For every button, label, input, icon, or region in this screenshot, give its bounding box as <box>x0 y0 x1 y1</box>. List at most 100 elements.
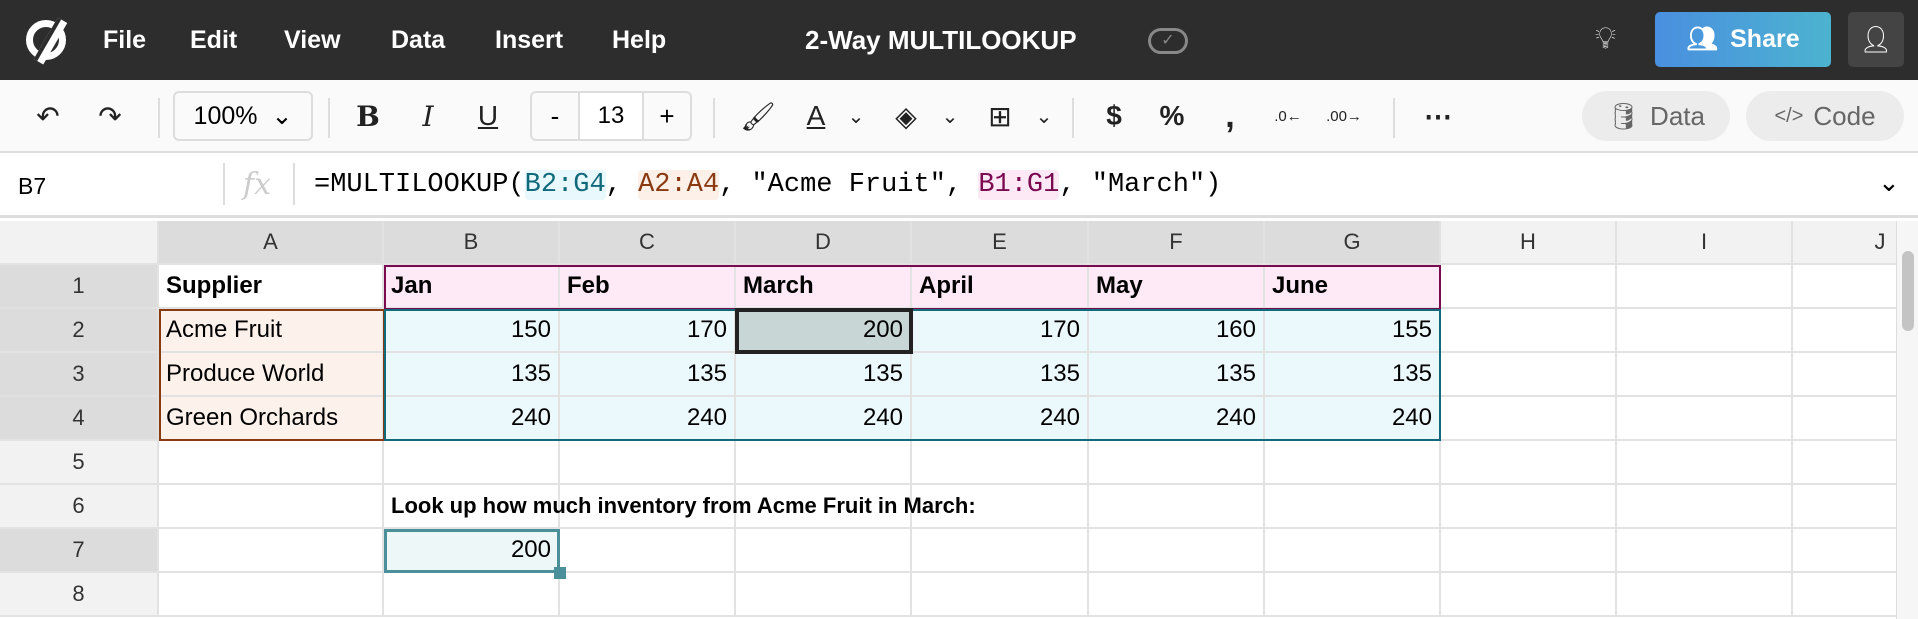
increase-font-button[interactable]: + <box>642 93 690 139</box>
cell-I7[interactable] <box>1617 529 1793 573</box>
row-header-3[interactable]: 3 <box>0 353 159 397</box>
column-header-i[interactable]: I <box>1617 221 1793 265</box>
cell-G2[interactable]: 155 <box>1265 309 1441 353</box>
cell-F3[interactable]: 135 <box>1089 353 1265 397</box>
comma-icon[interactable]: , <box>1225 96 1235 135</box>
cell-A3[interactable]: Produce World <box>159 353 384 397</box>
cell-C5[interactable] <box>560 441 736 485</box>
row-header-5[interactable]: 5 <box>0 441 159 485</box>
document-title[interactable]: 2-Way MULTILOOKUP <box>805 25 1077 55</box>
cell-C7[interactable] <box>560 529 736 573</box>
cell-E2[interactable]: 170 <box>912 309 1089 353</box>
user-account-button[interactable]: 👤︎ <box>1848 12 1904 67</box>
column-header-h[interactable]: H <box>1441 221 1617 265</box>
menu-help[interactable]: Help <box>612 26 667 54</box>
cell-E8[interactable] <box>912 573 1089 617</box>
increase-decimal-icon[interactable]: .00→ <box>1326 107 1362 125</box>
cell-C3[interactable]: 135 <box>560 353 736 397</box>
cell-B2[interactable]: 150 <box>384 309 560 353</box>
more-icon[interactable]: ⋯ <box>1424 100 1452 132</box>
cell-E4[interactable]: 240 <box>912 397 1089 441</box>
cell-E1[interactable]: April <box>912 265 1089 309</box>
cell-D6[interactable] <box>736 485 912 529</box>
column-header-e[interactable]: E <box>912 221 1089 265</box>
cell-A6[interactable] <box>159 485 384 529</box>
column-header-d[interactable]: D <box>736 221 912 265</box>
chevron-down-icon[interactable]: ⌄ <box>1035 105 1053 128</box>
cell-H6[interactable] <box>1441 485 1617 529</box>
menu-view[interactable]: View <box>284 26 341 54</box>
column-header-b[interactable]: B <box>384 221 560 265</box>
column-header-c[interactable]: C <box>560 221 736 265</box>
row-header-2[interactable]: 2 <box>0 309 159 353</box>
cell-B6[interactable]: Look up how much inventory from Acme Fru… <box>384 485 976 529</box>
cell-G8[interactable] <box>1265 573 1441 617</box>
cell-B1[interactable]: Jan <box>384 265 560 309</box>
column-header-a[interactable]: A <box>159 221 384 265</box>
menu-file[interactable]: File <box>103 26 147 54</box>
menu-data[interactable]: Data <box>391 26 446 54</box>
cell-H5[interactable] <box>1441 441 1617 485</box>
cell-E6[interactable] <box>912 485 1089 529</box>
cell-D3[interactable]: 135 <box>736 353 912 397</box>
menu-insert[interactable]: Insert <box>495 26 564 54</box>
cell-G7[interactable] <box>1265 529 1441 573</box>
row-header-4[interactable]: 4 <box>0 397 159 441</box>
select-all-corner[interactable] <box>0 221 159 265</box>
cell-G5[interactable] <box>1265 441 1441 485</box>
row-header-1[interactable]: 1 <box>0 265 159 309</box>
share-button[interactable]: 👥︎ Share <box>1655 12 1831 67</box>
column-header-g[interactable]: G <box>1265 221 1441 265</box>
cell-F7[interactable] <box>1089 529 1265 573</box>
underline-button[interactable]: U <box>477 100 499 131</box>
cell-J4[interactable] <box>1793 397 1918 441</box>
cell-G3[interactable]: 135 <box>1265 353 1441 397</box>
cell-J5[interactable] <box>1793 441 1918 485</box>
currency-icon[interactable]: $ <box>1106 100 1122 131</box>
cell-G6[interactable] <box>1265 485 1441 529</box>
cell-A5[interactable] <box>159 441 384 485</box>
cell-A2[interactable]: Acme Fruit <box>159 309 384 353</box>
code-button[interactable]: </> Code <box>1746 91 1904 141</box>
formula-input[interactable]: =MULTILOOKUP(B2:G4, A2:A4, "Acme Fruit",… <box>314 170 1221 200</box>
cell-D5[interactable] <box>736 441 912 485</box>
expand-formula-icon[interactable]: ⌄ <box>1878 167 1900 197</box>
cell-B8[interactable] <box>384 573 560 617</box>
cell-I8[interactable] <box>1617 573 1793 617</box>
cell-E7[interactable] <box>912 529 1089 573</box>
vertical-scrollbar[interactable] <box>1896 221 1918 619</box>
cell-C2[interactable]: 170 <box>560 309 736 353</box>
cell-C1[interactable]: Feb <box>560 265 736 309</box>
chevron-down-icon[interactable]: ⌄ <box>941 105 959 128</box>
cell-B3[interactable]: 135 <box>384 353 560 397</box>
app-logo[interactable] <box>26 20 66 60</box>
data-button[interactable]: 🛢︎ Data <box>1582 91 1730 141</box>
cell-D1[interactable]: March <box>736 265 912 309</box>
column-header-f[interactable]: F <box>1089 221 1265 265</box>
cell-H4[interactable] <box>1441 397 1617 441</box>
cell-A8[interactable] <box>159 573 384 617</box>
cell-F4[interactable]: 240 <box>1089 397 1265 441</box>
cell-D4[interactable]: 240 <box>736 397 912 441</box>
cell-D8[interactable] <box>736 573 912 617</box>
cell-I3[interactable] <box>1617 353 1793 397</box>
cell-G1[interactable]: June <box>1265 265 1441 309</box>
cell-reference[interactable]: B7 <box>18 173 47 199</box>
row-header-8[interactable]: 8 <box>0 573 159 617</box>
text-color-icon[interactable]: A <box>806 100 826 131</box>
italic-button[interactable]: I <box>422 99 434 133</box>
decrease-decimal-icon[interactable]: .0← <box>1274 107 1302 125</box>
cell-C4[interactable]: 240 <box>560 397 736 441</box>
cell-I5[interactable] <box>1617 441 1793 485</box>
cell-E3[interactable]: 135 <box>912 353 1089 397</box>
cell-I2[interactable] <box>1617 309 1793 353</box>
cell-I6[interactable] <box>1617 485 1793 529</box>
cell-C6[interactable] <box>560 485 736 529</box>
bold-button[interactable]: B <box>356 99 380 133</box>
cell-F8[interactable] <box>1089 573 1265 617</box>
cell-J7[interactable] <box>1793 529 1918 573</box>
cell-J2[interactable] <box>1793 309 1918 353</box>
cell-J1[interactable] <box>1793 265 1918 309</box>
cell-D2[interactable]: 200 <box>736 309 912 353</box>
decrease-font-button[interactable]: - <box>532 93 580 139</box>
